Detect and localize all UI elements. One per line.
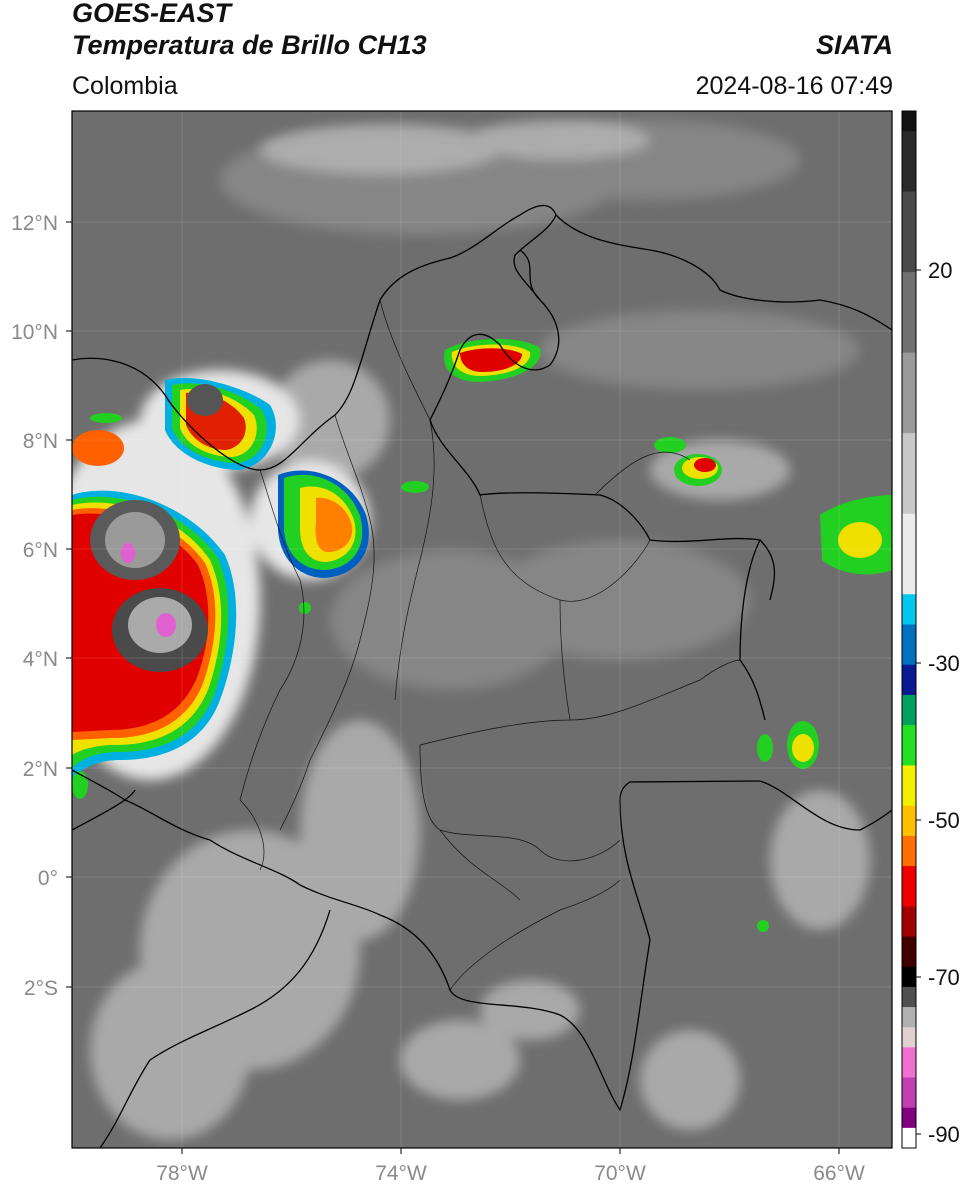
department-borders — [239, 299, 741, 991]
colorbar-tick-minus70: -70 — [928, 965, 960, 990]
storm-arauca — [654, 437, 722, 486]
lat-label-2s: 2°S — [24, 977, 58, 1000]
colorbar-segment — [902, 111, 916, 132]
colorbar-segment — [902, 664, 916, 696]
storm-antioquia — [278, 470, 369, 578]
colorbar-tick-minus50: -50 — [928, 808, 960, 833]
product-title: Temperatura de Brillo CH13 — [72, 30, 427, 60]
colorbar-segment — [902, 272, 916, 354]
colorbar-segment — [902, 1027, 916, 1048]
lat-label-0: 0° — [38, 867, 58, 890]
colorbar-segment — [902, 866, 916, 907]
colorbar-tick-minus30: -30 — [928, 651, 960, 676]
colorbar-segment — [902, 805, 916, 837]
colorbar-segment — [902, 694, 916, 726]
colorbar-tick-minus90: -90 — [928, 1122, 960, 1147]
storm-small-cells — [72, 413, 769, 932]
colorbar-segment — [902, 936, 916, 968]
lon-label-74w: 74°W — [375, 1162, 427, 1185]
colorbar-segment — [902, 131, 916, 193]
lon-axis: 78°W 74°W 70°W 66°W — [156, 1148, 865, 1185]
lat-label-8n: 8°N — [23, 430, 58, 453]
colorbar-segment — [902, 966, 916, 988]
graticule — [72, 111, 892, 1148]
colorbar-segment — [902, 191, 916, 273]
colorbar-tick-20: 20 — [928, 258, 952, 283]
storm-guainia — [757, 721, 819, 769]
colorbar-segment — [902, 1127, 916, 1149]
region-label: Colombia — [72, 72, 178, 100]
colorbar-segment — [902, 1077, 916, 1109]
satellite-title: GOES-EAST — [72, 0, 232, 28]
storm-west-large — [72, 490, 237, 780]
colorbar-segment — [902, 513, 916, 595]
colorbar-segment — [902, 1007, 916, 1028]
lat-label-12n: 12°N — [11, 212, 58, 235]
lat-axis: 12°N 10°N 8°N 6°N 4°N 2°N 0° 2°S — [11, 212, 72, 1000]
timestamp-label: 2024-08-16 07:49 — [695, 72, 893, 100]
colorbar-frame — [901, 110, 917, 1149]
satellite-image — [72, 111, 892, 1148]
lat-label-4n: 4°N — [23, 648, 58, 671]
colorbar-segment — [902, 835, 916, 867]
lon-label-70w: 70°W — [594, 1162, 646, 1185]
lon-label-78w: 78°W — [156, 1162, 208, 1185]
colorbar-segment — [902, 725, 916, 766]
colorbar-segment — [902, 1107, 916, 1129]
lat-label-6n: 6°N — [23, 539, 58, 562]
lat-label-10n: 10°N — [11, 321, 58, 344]
storm-north-pacific — [165, 378, 276, 470]
colorbar-segment — [902, 433, 916, 515]
colorbar-segment — [902, 986, 916, 1008]
colorbar: 20 -30 -50 -70 -90 — [901, 110, 960, 1149]
storm-venezuela-east — [820, 495, 892, 575]
colorbar-segments — [902, 111, 916, 1149]
colorbar-segment — [902, 594, 916, 625]
colorbar-segment — [902, 906, 916, 938]
lat-label-2n: 2°N — [23, 758, 58, 781]
map-frame — [71, 110, 893, 1149]
lon-label-66w: 66°W — [813, 1162, 865, 1185]
colorbar-segment — [902, 352, 916, 434]
colorbar-segment — [902, 624, 916, 666]
colorbar-segment — [902, 765, 916, 807]
colorbar-segment — [902, 1047, 916, 1079]
brand-label: SIATA — [816, 30, 893, 60]
